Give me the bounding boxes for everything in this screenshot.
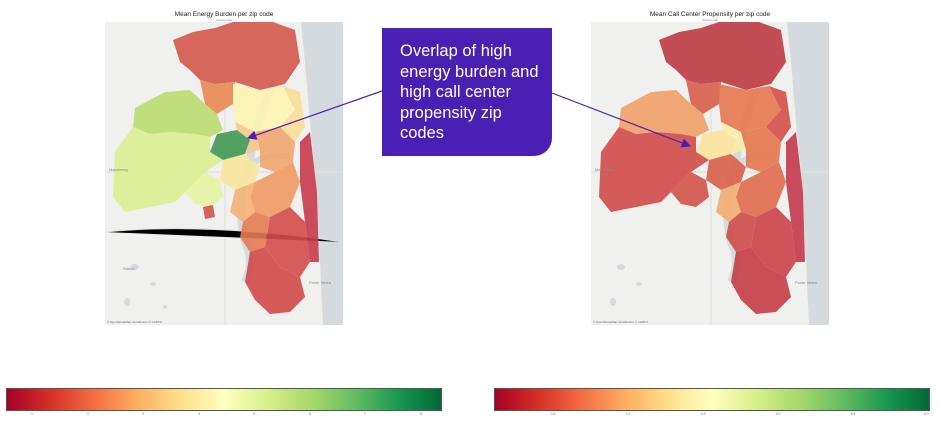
left-map-title: Mean Energy Burden per zip code xyxy=(174,11,274,18)
left-colorbar xyxy=(6,388,442,411)
left-map-subtitle: Jacksonville xyxy=(215,18,233,22)
right-tick: 6.0 xyxy=(923,412,929,416)
left-map[interactable]: Macclenny Starke Ponte Vedra xyxy=(105,22,343,325)
left-tick: 4 xyxy=(198,412,200,416)
right-map-place-macclenny: Macclenny xyxy=(595,167,614,172)
overlap-callout: Overlap of high energy burden and high c… xyxy=(382,28,552,156)
right-colorbar xyxy=(494,388,930,411)
left-tick: 5 xyxy=(253,412,255,416)
right-tick: 5.5 xyxy=(850,412,856,416)
left-tick: 3 xyxy=(142,412,144,416)
right-tick: 4.0 xyxy=(625,412,631,416)
right-tick: 5.0 xyxy=(775,412,781,416)
right-tick: 3.5 xyxy=(550,412,556,416)
left-map-place-ponte-vedra: Ponte Vedra xyxy=(309,280,332,285)
right-map-place-ponte-vedra: Ponte Vedra xyxy=(795,280,818,285)
left-map-place-macclenny: Macclenny xyxy=(109,167,128,172)
right-map-title: Mean Call Center Propensity per zip code xyxy=(649,11,771,18)
left-tick: 1 xyxy=(31,412,33,416)
right-map-subtitle: Jacksonville xyxy=(701,18,719,22)
left-tick: 6 xyxy=(309,412,311,416)
left-tick: 2 xyxy=(87,412,89,416)
left-map-place-starke: Starke xyxy=(123,266,135,271)
left-tick: 7 xyxy=(364,412,366,416)
right-tick: 4.5 xyxy=(700,412,706,416)
left-map-credit: © OpenStreetMap contributors © CARTO xyxy=(107,320,162,324)
left-tick: 8 xyxy=(420,412,422,416)
right-map[interactable]: Macclenny Ponte Vedra xyxy=(591,22,829,325)
right-map-credit: © OpenStreetMap contributors © CARTO xyxy=(593,320,648,324)
